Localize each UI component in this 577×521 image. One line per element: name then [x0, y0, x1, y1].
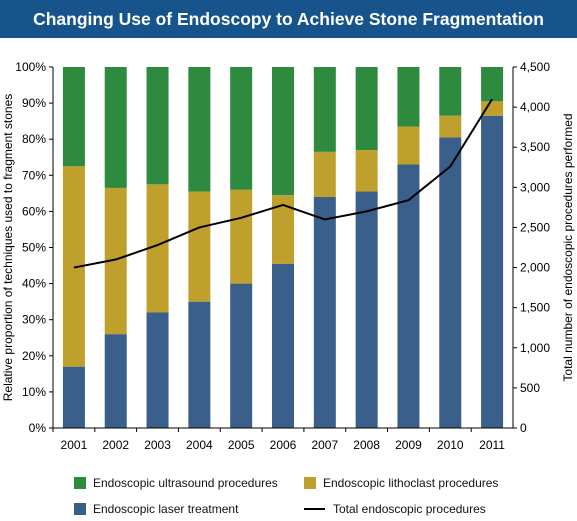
right-tick-label: 4,000 — [520, 100, 550, 114]
bar-laser-2006 — [272, 263, 294, 428]
bar-ultrasound-2009 — [397, 67, 420, 127]
bar-laser-2004 — [188, 301, 211, 428]
labels-layer: 0% 10% 20% 30% 40% 50% 60% 70% 80% 90% 100% 0 500 1,0… — [1, 60, 575, 452]
x-tick-label: 2011 — [479, 438, 505, 452]
right-tick-label: 2,500 — [520, 220, 550, 234]
right-tick-label: 3,500 — [520, 140, 550, 154]
left-tick-label: 20% — [22, 349, 46, 363]
left-tick-label: 90% — [22, 96, 46, 110]
legend-ultrasound-label: Endoscopic ultrasound procedures — [93, 476, 278, 490]
bar-laser-2003 — [146, 312, 169, 428]
bar-ultrasound-2004 — [188, 67, 211, 192]
bar-ultrasound-2007 — [313, 67, 336, 152]
bar-lithoclast-2006 — [272, 195, 294, 264]
x-tick-label: 2004 — [186, 438, 213, 452]
bar-laser-2011 — [481, 115, 504, 429]
bar-ultrasound-2001 — [62, 67, 85, 167]
bar-ultrasound-2003 — [146, 67, 169, 185]
bar-lithoclast-2004 — [188, 191, 211, 302]
y-axis-title: Relative proportion of techniques used t… — [1, 94, 15, 402]
left-tick-label: 50% — [22, 241, 46, 255]
bars-layer — [62, 67, 504, 429]
x-tick-label: 2005 — [228, 438, 255, 452]
x-tick-label: 2002 — [102, 438, 129, 452]
x-tick-label: 2010 — [437, 438, 464, 452]
bar-ultrasound-2002 — [104, 67, 127, 188]
bar-laser-2008 — [355, 191, 378, 428]
legend-laser-label: Endoscopic laser treatment — [93, 502, 239, 516]
left-tick-label: 10% — [22, 385, 46, 399]
legend-total: Total endoscopic procedures — [304, 502, 486, 516]
right-tick-label: 3,000 — [520, 180, 550, 194]
right-tick-label: 500 — [520, 381, 540, 395]
left-tick-label: 60% — [22, 204, 46, 218]
chart-title: Changing Use of Endoscopy to Achieve Sto… — [0, 0, 577, 38]
legend-ultrasound: Endoscopic ultrasound procedures — [74, 476, 278, 490]
bar-laser-2010 — [439, 137, 462, 428]
bar-ultrasound-2008 — [355, 67, 378, 151]
right-tick-label: 1,500 — [520, 301, 550, 315]
legend-lithoclast-label: Endoscopic lithoclast procedures — [323, 476, 499, 490]
legend-lithoclast-swatch — [304, 477, 316, 489]
left-tick-label: 40% — [22, 277, 46, 291]
bar-ultrasound-2005 — [230, 67, 253, 190]
legend-total-label: Total endoscopic procedures — [333, 502, 486, 516]
legend-lithoclast: Endoscopic lithoclast procedures — [304, 476, 498, 490]
bar-laser-2001 — [62, 366, 85, 428]
right-tick-label: 4,500 — [520, 60, 550, 74]
bar-lithoclast-2011 — [481, 101, 504, 116]
legend-laser: Endoscopic laser treatment — [74, 502, 238, 516]
left-tick-label: 100% — [15, 60, 46, 74]
bar-ultrasound-2011 — [481, 67, 504, 102]
x-tick-label: 2006 — [270, 438, 297, 452]
left-tick-label: 70% — [22, 168, 46, 182]
bar-lithoclast-2007 — [313, 151, 336, 197]
axes-layer — [49, 66, 517, 432]
bar-laser-2009 — [397, 164, 420, 428]
bar-lithoclast-2002 — [104, 187, 127, 335]
left-tick-label: 0% — [29, 421, 47, 435]
x-tick-label: 2009 — [395, 438, 422, 452]
x-tick-label: 2001 — [61, 438, 88, 452]
bar-lithoclast-2003 — [146, 184, 169, 313]
bar-laser-2005 — [230, 283, 253, 428]
bar-lithoclast-2008 — [355, 150, 378, 192]
bar-ultrasound-2010 — [439, 67, 462, 116]
x-tick-label: 2007 — [311, 438, 338, 452]
bar-lithoclast-2009 — [397, 126, 420, 165]
bar-laser-2007 — [313, 196, 336, 428]
left-tick-label: 80% — [22, 132, 46, 146]
right-tick-label: 2,000 — [520, 261, 550, 275]
bar-lithoclast-2001 — [62, 166, 85, 367]
x-tick-label: 2003 — [144, 438, 171, 452]
legend-total-swatch — [304, 508, 325, 510]
total-line-layer — [73, 98, 493, 269]
right-tick-label: 0 — [520, 421, 527, 435]
y2-axis-title: Total number of endoscopic procedures pe… — [561, 113, 575, 381]
legend-laser-swatch — [74, 503, 86, 515]
legend-ultrasound-swatch — [74, 477, 86, 489]
bar-lithoclast-2005 — [230, 189, 253, 284]
x-tick-label: 2008 — [353, 438, 380, 452]
bar-ultrasound-2006 — [272, 67, 294, 196]
left-tick-label: 30% — [22, 313, 46, 327]
bar-laser-2002 — [104, 334, 127, 428]
bar-lithoclast-2010 — [439, 115, 462, 138]
right-tick-label: 1,000 — [520, 341, 550, 355]
